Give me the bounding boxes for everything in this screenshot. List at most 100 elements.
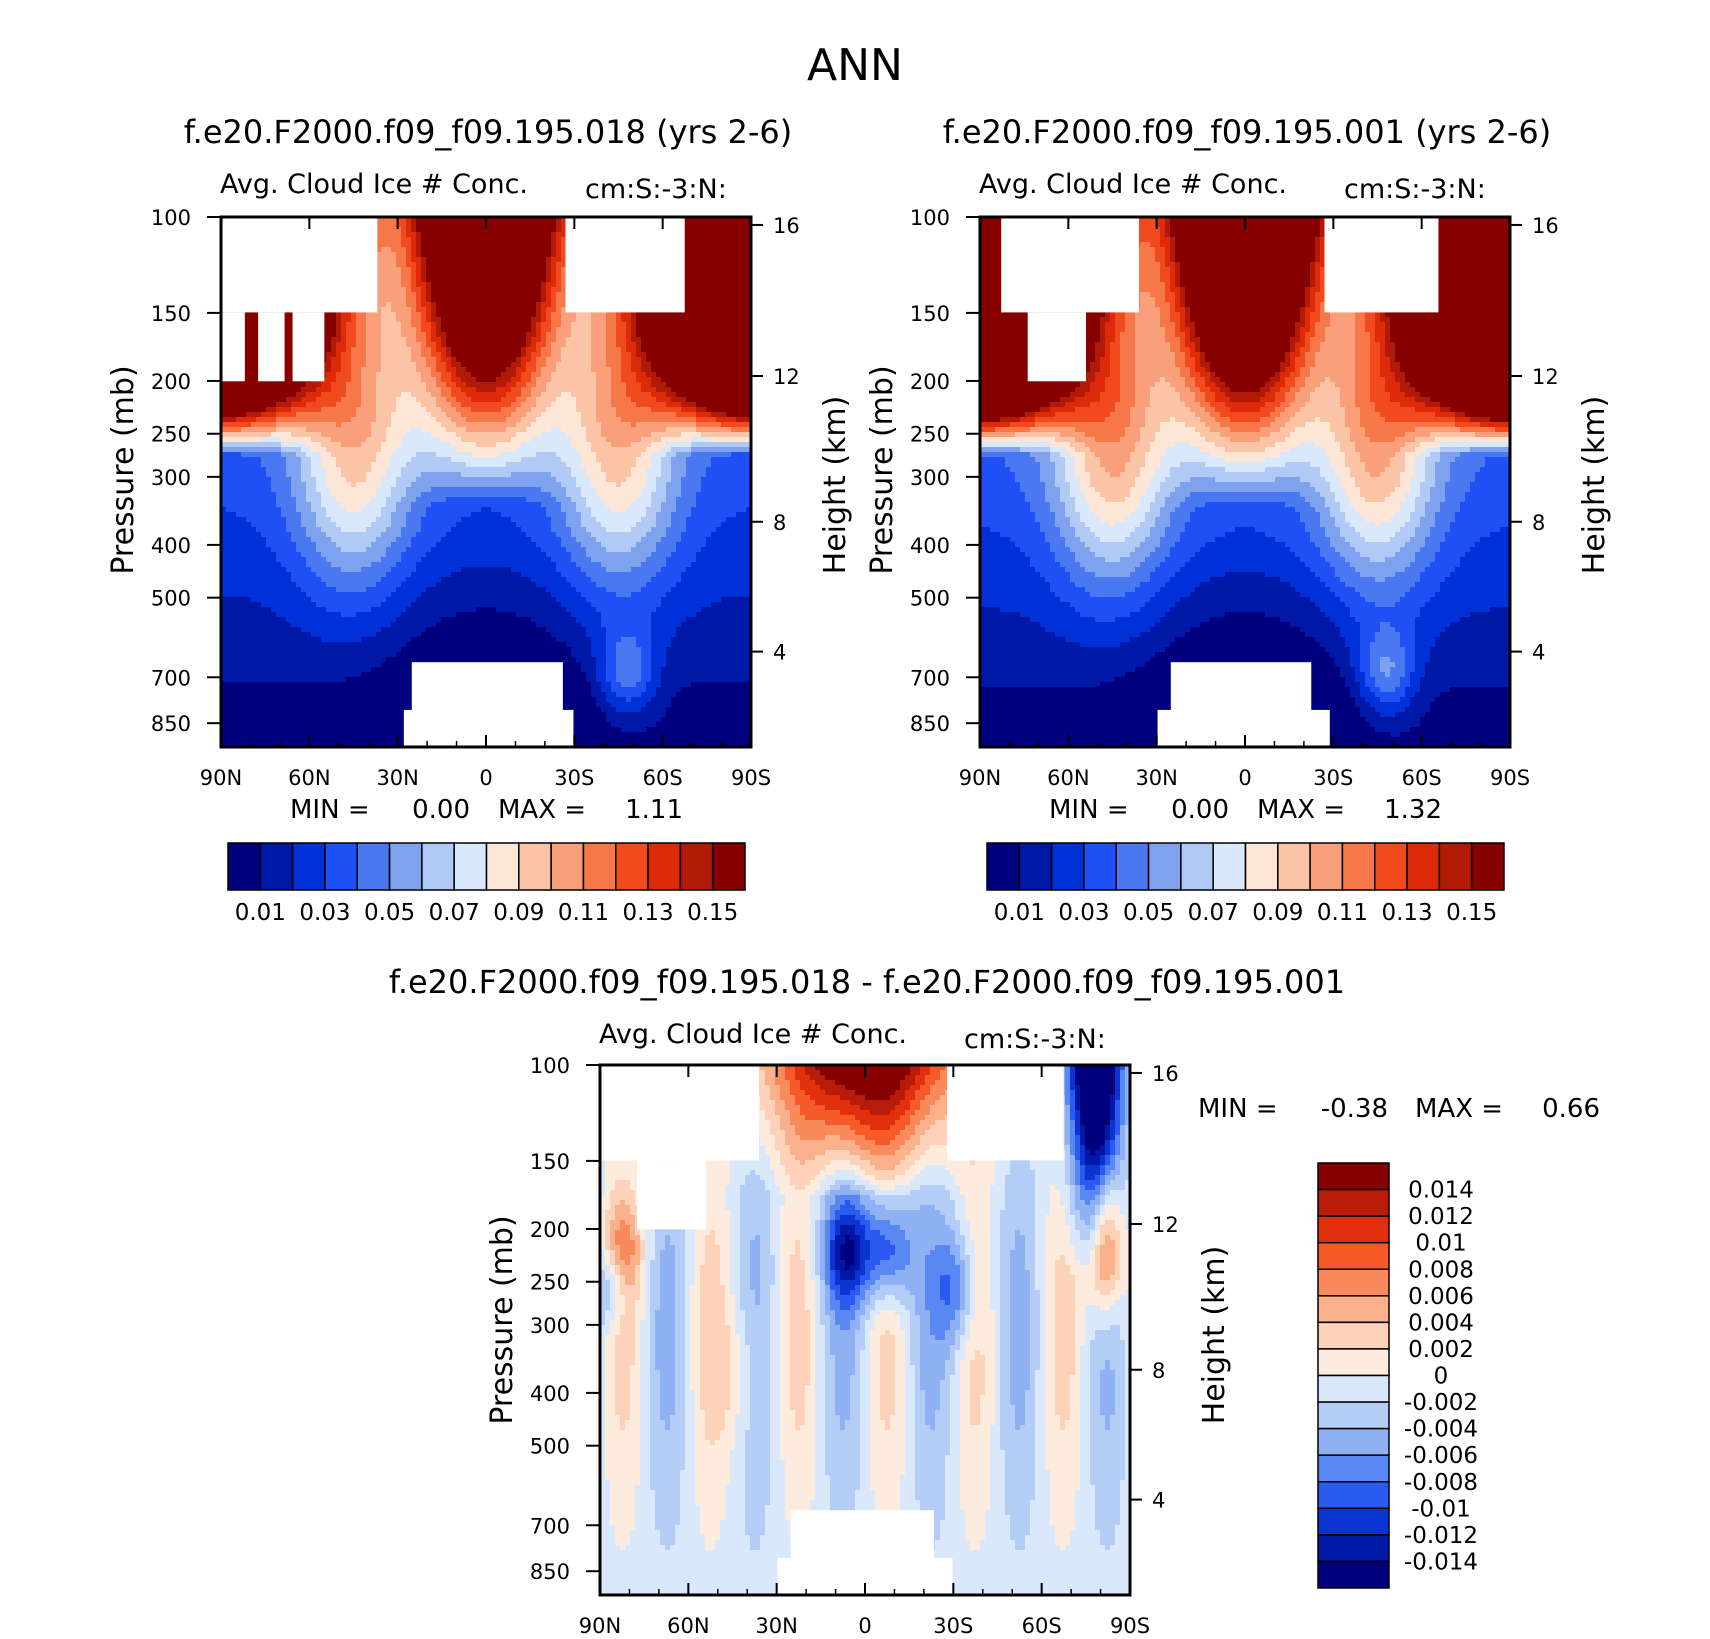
- field-cell: [391, 287, 397, 293]
- field-cell: [496, 222, 502, 228]
- field-cell: [511, 222, 517, 228]
- field-cell: [596, 337, 602, 343]
- field-cell: [436, 322, 442, 328]
- field-cell: [696, 332, 702, 338]
- field-cell: [596, 347, 602, 353]
- field-cell: [641, 347, 647, 353]
- field-cell: [726, 247, 732, 253]
- field-cell: [541, 337, 547, 343]
- field-cell: [736, 237, 742, 243]
- field-cell: [561, 362, 567, 368]
- field-cell: [456, 357, 462, 363]
- field-cell: [446, 307, 452, 313]
- field-cell: [426, 247, 432, 253]
- field-cell: [576, 352, 582, 358]
- field-cell: [561, 367, 567, 373]
- field-cell: [526, 257, 532, 263]
- field-cell: [436, 262, 442, 268]
- field-cell: [521, 252, 527, 258]
- field-cell: [551, 222, 557, 228]
- field-cell: [521, 232, 527, 238]
- field-cell: [486, 377, 492, 383]
- field-cell: [641, 317, 647, 323]
- field-cell: [736, 307, 742, 313]
- field-cell: [666, 367, 672, 373]
- field-cell: [496, 362, 502, 368]
- field-cell: [706, 307, 712, 313]
- field-cell: [706, 332, 712, 338]
- field-cell: [406, 347, 412, 353]
- field-cell: [491, 352, 497, 358]
- field-cell: [531, 247, 537, 253]
- field-cell: [521, 342, 527, 348]
- field-cell: [531, 362, 537, 368]
- field-cell: [526, 292, 532, 298]
- field-cell: [696, 247, 702, 253]
- field-cell: [431, 347, 437, 353]
- field-cell: [416, 292, 422, 298]
- field-cell: [486, 357, 492, 363]
- field-cell: [371, 327, 377, 333]
- field-cell: [576, 337, 582, 343]
- field-cell: [661, 347, 667, 353]
- field-cell: [361, 352, 367, 358]
- field-cell: [731, 357, 737, 363]
- field-cell: [481, 277, 487, 283]
- field-cell: [336, 332, 342, 338]
- field-cell: [671, 312, 677, 318]
- field-cell: [526, 372, 532, 378]
- field-cell: [721, 287, 727, 293]
- field-cell: [661, 337, 667, 343]
- field-cell: [626, 342, 632, 348]
- field-cell: [396, 327, 402, 333]
- field-cell: [381, 282, 387, 288]
- field-cell: [486, 352, 492, 358]
- field-cell: [641, 327, 647, 333]
- field-cell: [466, 242, 472, 248]
- field-cell: [426, 252, 432, 258]
- field-cell: [506, 267, 512, 273]
- field-cell: [701, 297, 707, 303]
- field-cell: [731, 282, 737, 288]
- field-cell: [741, 252, 747, 258]
- field-cell: [426, 227, 432, 233]
- field-cell: [496, 237, 502, 243]
- field-cell: [426, 327, 432, 333]
- field-cell: [701, 267, 707, 273]
- field-cell: [531, 222, 537, 228]
- field-cell: [356, 367, 362, 373]
- field-cell: [366, 342, 372, 348]
- field-cell: [401, 317, 407, 323]
- field-cell: [666, 357, 672, 363]
- field-cell: [416, 262, 422, 268]
- field-cell: [416, 352, 422, 358]
- field-cell: [496, 282, 502, 288]
- field-cell: [721, 342, 727, 348]
- field-cell: [396, 322, 402, 328]
- field-cell: [401, 247, 407, 253]
- field-cell: [711, 322, 717, 328]
- field-cell: [356, 322, 362, 328]
- field-cell: [441, 247, 447, 253]
- field-cell: [481, 357, 487, 363]
- field-cell: [661, 342, 667, 348]
- field-cell: [396, 242, 402, 248]
- field-cell: [421, 322, 427, 328]
- field-cell: [461, 362, 467, 368]
- field-cell: [421, 247, 427, 253]
- field-cell: [626, 322, 632, 328]
- field-cell: [401, 357, 407, 363]
- field-cell: [626, 327, 632, 333]
- field-cell: [436, 287, 442, 293]
- field-cell: [681, 322, 687, 328]
- field-cell: [656, 327, 662, 333]
- field-cell: [701, 232, 707, 238]
- field-cell: [626, 317, 632, 323]
- field-cell: [556, 297, 562, 303]
- field-cell: [521, 237, 527, 243]
- field-cell: [591, 357, 597, 363]
- field-cell: [396, 282, 402, 288]
- field-cell: [716, 282, 722, 288]
- field-cell: [446, 262, 452, 268]
- field-cell: [476, 302, 482, 308]
